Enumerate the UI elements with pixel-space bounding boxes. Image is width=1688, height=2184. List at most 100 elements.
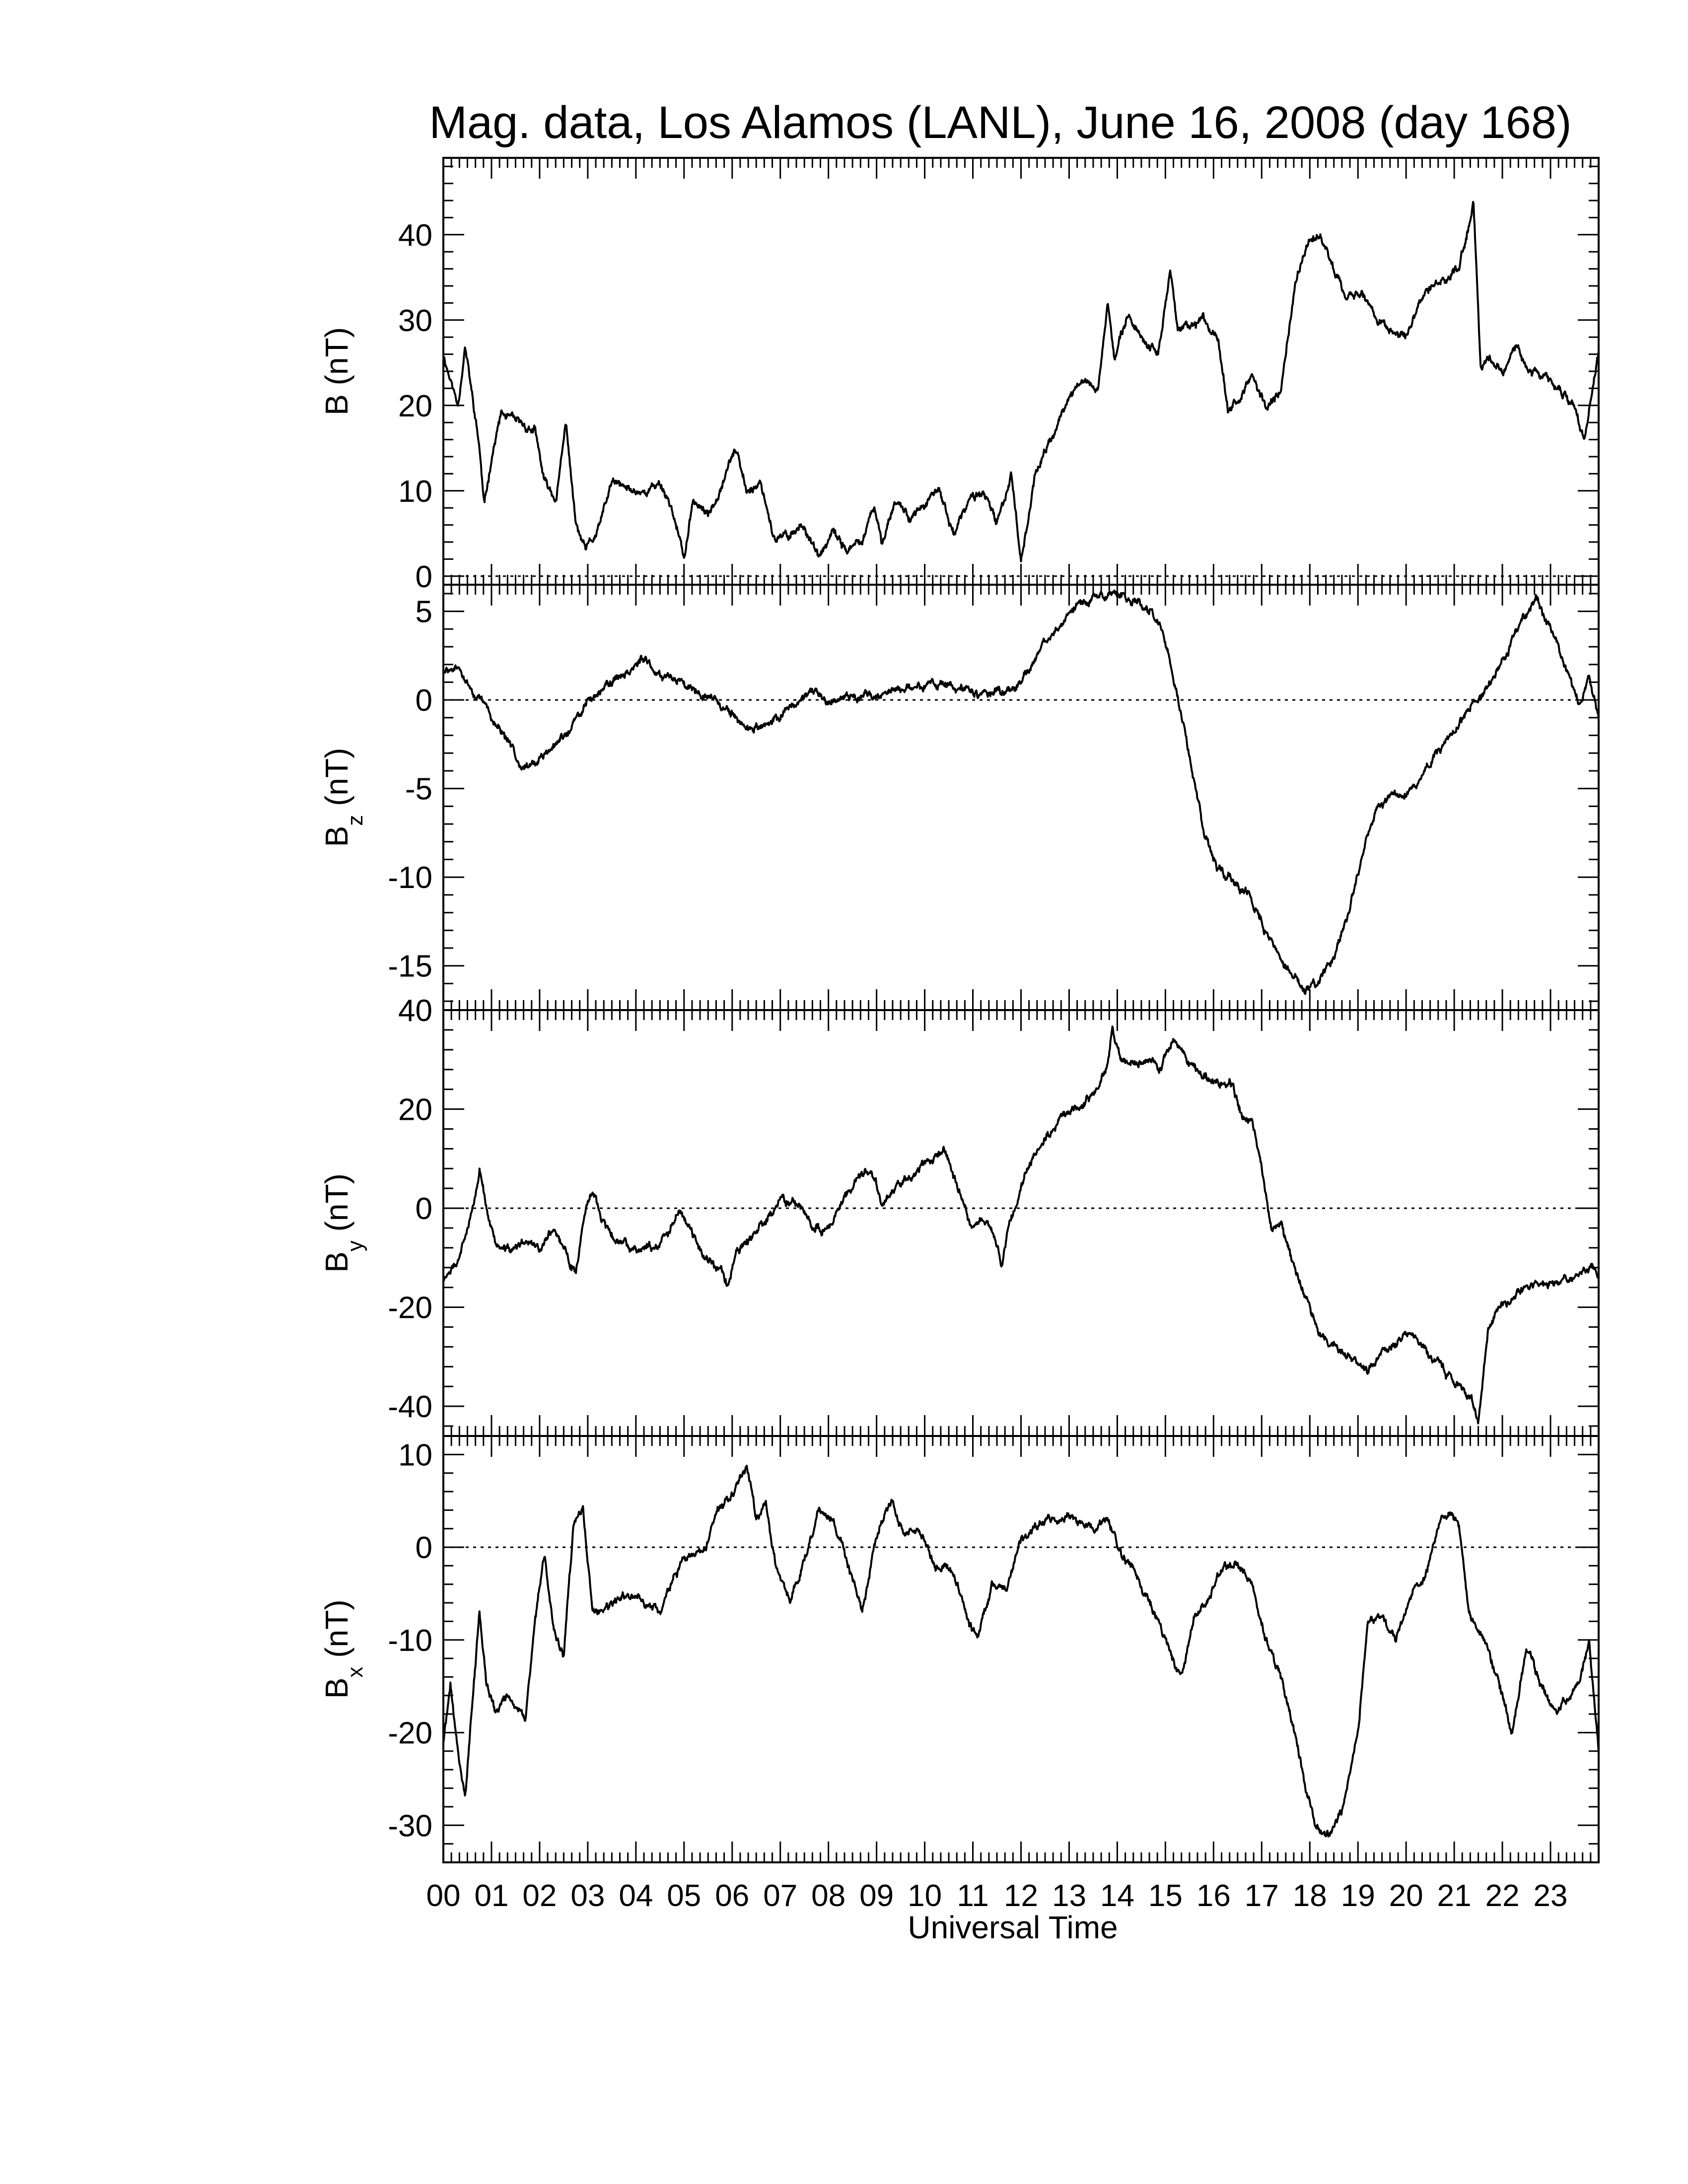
- data-point: [553, 1227, 555, 1229]
- data-point: [1102, 596, 1104, 598]
- data-point: [1044, 642, 1046, 644]
- data-point: [1511, 1732, 1513, 1734]
- data-point: [1583, 439, 1585, 441]
- y-axis-label-sub: z: [343, 815, 367, 826]
- y-tick-label: 0: [416, 1192, 432, 1226]
- data-point: [454, 1267, 456, 1269]
- data-point: [1405, 795, 1407, 797]
- data-point: [1174, 681, 1176, 683]
- data-point: [688, 1222, 690, 1224]
- data-point: [880, 541, 882, 543]
- data-point: [813, 693, 815, 695]
- x-axis-label: Universal Time: [908, 1910, 1118, 1945]
- data-point: [799, 699, 801, 701]
- data-point: [1044, 1138, 1046, 1140]
- data-point: [584, 549, 586, 551]
- data-point: [717, 1509, 719, 1511]
- data-point: [1487, 1331, 1489, 1333]
- data-point: [876, 1537, 878, 1539]
- data-point: [770, 724, 772, 726]
- x-tick-label: 20: [1389, 1879, 1423, 1913]
- y-axis-label-main: B: [319, 1678, 354, 1699]
- data-point: [1323, 242, 1325, 244]
- y-axis-label-main: B: [319, 394, 354, 415]
- data-point: [664, 1237, 666, 1239]
- data-point: [582, 1509, 584, 1511]
- panel-4: -30 -20 -10 0 10 Bx (nT): [319, 1435, 1600, 1863]
- data-point: [556, 498, 558, 500]
- data-point: [1352, 1356, 1354, 1358]
- y-axis-label-sub: y: [343, 1240, 367, 1251]
- data-point: [731, 1491, 733, 1493]
- data-point: [1232, 876, 1234, 878]
- data-point: [491, 456, 492, 458]
- y-tick-label: -20: [388, 1291, 432, 1325]
- data-point: [1463, 717, 1465, 719]
- data-point: [529, 766, 531, 768]
- data-point: [1035, 473, 1037, 475]
- data-point: [630, 490, 632, 492]
- data-point: [630, 1593, 632, 1595]
- data-point: [630, 667, 632, 669]
- y-axis-label-unit: (nT): [319, 1173, 354, 1240]
- data-point: [1362, 293, 1364, 295]
- data-point: [1482, 1639, 1484, 1641]
- data-point: [669, 674, 671, 676]
- data-point: [1405, 336, 1407, 338]
- data-point: [464, 1796, 466, 1798]
- data-point: [1458, 1385, 1460, 1387]
- data-point: [649, 1247, 651, 1249]
- data-point: [621, 1242, 623, 1244]
- y-axis-label: Bx (nT): [319, 1600, 367, 1699]
- data-point: [1530, 370, 1532, 372]
- data-point: [760, 481, 762, 483]
- series-line: [442, 1465, 1600, 1838]
- data-point: [1521, 1292, 1523, 1294]
- data-point: [1559, 387, 1561, 389]
- y-axis-label-unit: (nT): [319, 748, 354, 815]
- data-point: [1092, 1093, 1094, 1095]
- data-point: [900, 688, 902, 690]
- data-point: [991, 1583, 993, 1585]
- data-point: [1448, 735, 1450, 737]
- data-point: [1121, 1556, 1123, 1558]
- data-point: [1005, 1593, 1007, 1595]
- data-point: [842, 695, 844, 697]
- data-point: [1270, 1227, 1272, 1229]
- data-point: [1280, 387, 1282, 389]
- data-point: [1203, 1074, 1205, 1076]
- data-point: [693, 498, 695, 500]
- x-tick-label: 00: [426, 1879, 461, 1913]
- data-point: [948, 1565, 950, 1567]
- data-point: [982, 490, 984, 492]
- data-point: [486, 1685, 488, 1687]
- y-tick-label: 10: [398, 1438, 432, 1472]
- data-point: [933, 1158, 935, 1160]
- data-point: [1179, 1676, 1181, 1678]
- data-point: [1189, 1064, 1191, 1066]
- data-point: [495, 1247, 497, 1249]
- data-point: [847, 1565, 849, 1567]
- data-point: [654, 671, 656, 673]
- data-point: [958, 1187, 960, 1189]
- data-point: [1275, 951, 1277, 953]
- data-point: [977, 1639, 979, 1641]
- data-point: [592, 1611, 594, 1613]
- data-point: [1030, 667, 1032, 669]
- x-tick-label: 17: [1245, 1879, 1279, 1913]
- data-point: [895, 498, 897, 500]
- data-point: [486, 1207, 488, 1209]
- data-point: [1319, 979, 1321, 981]
- data-point: [1126, 311, 1128, 313]
- y-axis-label-unit: (nT): [319, 1600, 354, 1667]
- data-point: [500, 731, 502, 733]
- data-point: [724, 473, 726, 475]
- data-point: [544, 755, 546, 757]
- data-point: [1107, 1518, 1109, 1520]
- data-point: [1367, 1621, 1369, 1623]
- data-point: [919, 1167, 921, 1169]
- data-point: [828, 699, 830, 701]
- data-point: [1540, 1685, 1542, 1687]
- data-point: [1294, 1732, 1296, 1734]
- data-point: [1160, 624, 1162, 626]
